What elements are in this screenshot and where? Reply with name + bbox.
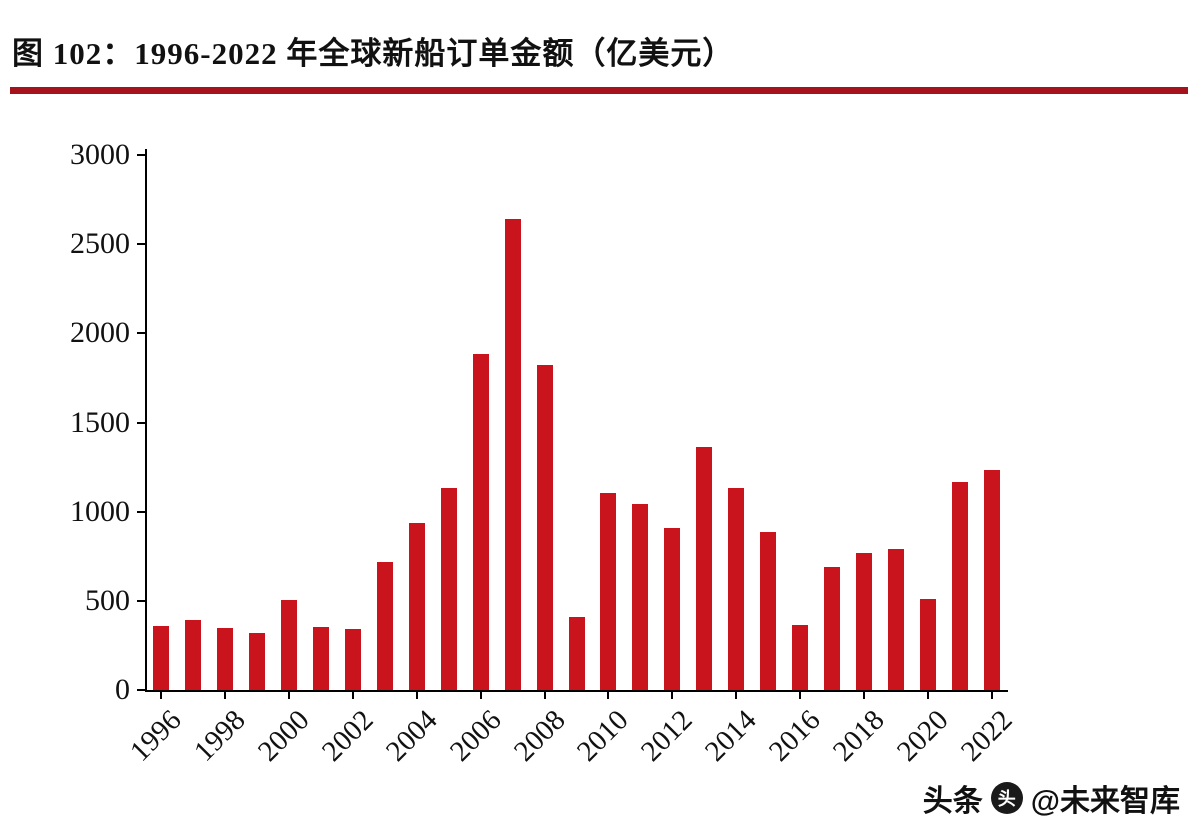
x-tick-label-1996: 1996: [123, 704, 188, 768]
x-tick-mark: [735, 692, 738, 699]
title-underline: [10, 87, 1188, 94]
bar-2013: [696, 447, 713, 690]
bar-2014: [728, 488, 745, 690]
x-tick-label-2008: 2008: [507, 704, 572, 768]
x-axis-line: [145, 690, 1008, 692]
x-tick-mark: [287, 692, 290, 699]
bar-2001: [312, 627, 329, 690]
bar-2011: [632, 504, 649, 690]
x-tick-label-2014: 2014: [699, 704, 763, 768]
bar-2003: [376, 562, 393, 690]
bar-1997: [184, 620, 201, 690]
x-tick-mark: [927, 692, 930, 699]
x-tick-label-2022: 2022: [955, 704, 1019, 768]
bar-2015: [760, 532, 777, 690]
x-tick-label-2016: 2016: [763, 704, 827, 768]
watermark-handle-label: @未来智库: [1030, 785, 1180, 818]
x-tick-label-2010: 2010: [571, 704, 636, 768]
bar-1998: [216, 628, 233, 690]
y-tick-mark: [137, 421, 145, 424]
x-tick-label-2018: 2018: [827, 704, 891, 768]
bar-2019: [888, 549, 905, 690]
y-tick-label-2000: 2000: [70, 316, 130, 350]
x-tick-mark: [671, 692, 674, 699]
x-tick-label-1998: 1998: [187, 704, 252, 768]
bar-2018: [856, 553, 873, 690]
x-tick-mark: [991, 692, 994, 699]
bar-2022: [984, 470, 1001, 690]
y-tick-mark: [137, 689, 145, 691]
bar-2008: [536, 365, 553, 690]
bar-2021: [952, 482, 969, 690]
x-tick-mark: [223, 692, 226, 699]
y-axis-line: [145, 149, 147, 692]
bar-1999: [248, 633, 265, 690]
bar-2009: [568, 617, 585, 690]
bar-2016: [792, 625, 809, 690]
bar-2012: [664, 528, 681, 690]
y-tick-label-2500: 2500: [70, 227, 130, 261]
x-tick-label-2002: 2002: [315, 704, 380, 768]
y-tick-label-0: 0: [115, 673, 130, 706]
y-tick-mark: [137, 332, 145, 335]
x-tick-label-2000: 2000: [251, 704, 316, 768]
x-tick-mark: [543, 692, 546, 699]
chart-title: 图 102：1996-2022 年全球新船订单金额（亿美元）: [12, 36, 735, 71]
x-tick-mark: [799, 692, 802, 699]
y-tick-mark: [137, 599, 145, 602]
toutiao-logo-icon: 头: [990, 782, 1023, 814]
bar-1996: [152, 626, 169, 690]
bar-2005: [440, 488, 457, 690]
watermark: 头条 头 @未来智库: [923, 776, 1180, 820]
bar-2007: [504, 219, 521, 690]
y-tick-mark: [137, 154, 145, 156]
bar-2006: [472, 354, 489, 690]
y-tick-label-1000: 1000: [70, 494, 130, 528]
x-tick-mark: [479, 692, 482, 699]
x-tick-mark: [159, 692, 162, 699]
x-tick-mark: [607, 692, 610, 699]
bar-2002: [344, 629, 361, 690]
bar-2004: [408, 523, 425, 690]
x-tick-mark: [863, 692, 866, 699]
x-tick-label-2012: 2012: [635, 704, 700, 768]
y-tick-mark: [137, 243, 145, 246]
y-tick-label-1500: 1500: [70, 405, 130, 439]
y-tick-label-3000: 3000: [70, 138, 130, 171]
bar-2017: [824, 567, 841, 690]
bar-2010: [600, 493, 617, 690]
x-tick-mark: [415, 692, 418, 699]
x-tick-label-2006: 2006: [443, 704, 508, 768]
x-tick-label-2020: 2020: [891, 704, 955, 768]
watermark-source-label: 头条: [922, 785, 983, 818]
x-tick-mark: [351, 692, 354, 699]
x-tick-label-2004: 2004: [379, 704, 444, 768]
chart-header: 图 102：1996-2022 年全球新船订单金额（亿美元）: [0, 0, 1198, 94]
bar-2000: [280, 600, 297, 690]
y-tick-mark: [137, 510, 145, 513]
y-tick-label-500: 500: [85, 583, 130, 617]
bar-2020: [920, 599, 937, 690]
